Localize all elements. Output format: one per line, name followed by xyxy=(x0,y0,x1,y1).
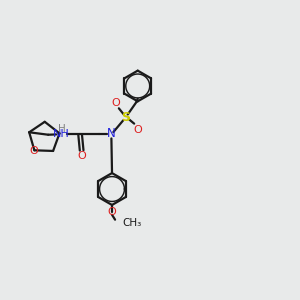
Text: O: O xyxy=(108,207,116,217)
Text: O: O xyxy=(30,146,38,156)
Text: H: H xyxy=(58,124,66,134)
Text: O: O xyxy=(77,151,86,161)
Text: S: S xyxy=(121,111,130,124)
Text: NH: NH xyxy=(53,129,70,139)
Text: CH₃: CH₃ xyxy=(122,218,142,228)
Text: O: O xyxy=(134,125,142,135)
Text: O: O xyxy=(111,98,120,108)
Text: N: N xyxy=(107,127,116,140)
